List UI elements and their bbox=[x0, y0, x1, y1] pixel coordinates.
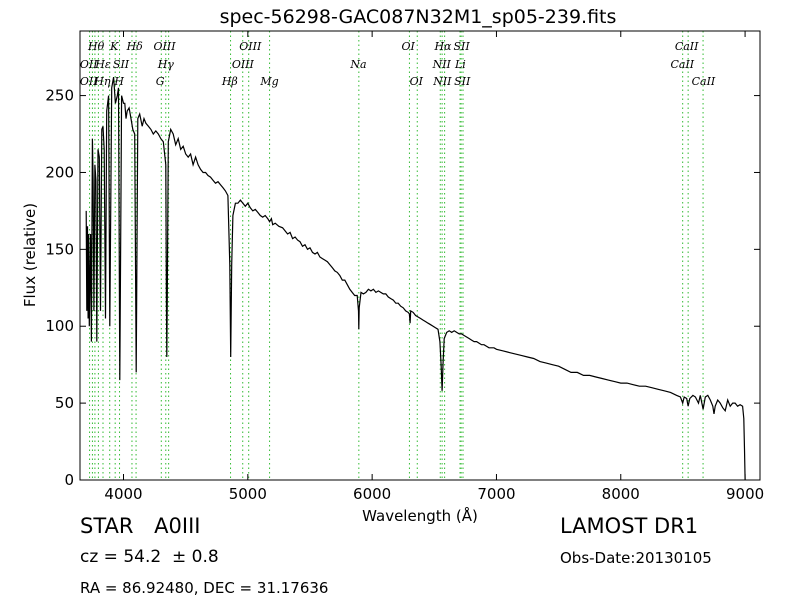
line-label: K bbox=[109, 40, 119, 53]
survey-label: LAMOST DR1 bbox=[560, 514, 699, 538]
line-label: Hθ bbox=[87, 40, 105, 53]
x-axis-ticks: 4000 5000 6000 7000 8000 9000 bbox=[104, 31, 764, 503]
line-label: OII bbox=[80, 75, 98, 88]
line-label: OII bbox=[80, 58, 98, 71]
line-label: Hβ bbox=[221, 75, 238, 88]
class-label: STAR bbox=[80, 514, 134, 538]
line-label: SII bbox=[454, 75, 471, 88]
x-tick-label: 4000 bbox=[104, 485, 142, 503]
x-axis-label: Wavelength (Å) bbox=[362, 506, 478, 525]
line-label: Na bbox=[349, 58, 366, 71]
y-tick-label: 250 bbox=[45, 87, 74, 105]
plot-frame bbox=[79, 30, 761, 481]
line-label: G bbox=[156, 75, 165, 88]
y-tick-label: 0 bbox=[64, 471, 74, 489]
line-label: CaII bbox=[692, 75, 716, 88]
chart-title: spec-56298-GAC087N32M1_sp05-239.fits bbox=[220, 6, 617, 28]
line-label: OI bbox=[402, 40, 416, 53]
line-label: Mg bbox=[259, 75, 278, 88]
spectrum-line bbox=[85, 76, 746, 481]
line-label: SII bbox=[113, 58, 130, 71]
line-label: NII bbox=[432, 58, 452, 71]
coordinates: RA = 86.92480, DEC = 31.17636 bbox=[80, 579, 329, 597]
obs-date: Obs-Date:20130105 bbox=[560, 549, 712, 567]
x-tick-label: 8000 bbox=[602, 485, 640, 503]
y-tick-label: 50 bbox=[55, 394, 74, 412]
x-tick-label: 5000 bbox=[229, 485, 267, 503]
line-label: CaII bbox=[675, 40, 699, 53]
line-label: Hη bbox=[93, 75, 111, 88]
line-label: Li bbox=[454, 58, 466, 71]
subclass-label: A0III bbox=[154, 514, 201, 538]
redshift-text: cz = 54.2 ± 0.8 bbox=[80, 547, 219, 567]
y-axis-ticks: 0 50 100 150 200 250 bbox=[45, 87, 760, 489]
y-tick-label: 150 bbox=[45, 240, 74, 258]
x-tick-label: 7000 bbox=[477, 485, 515, 503]
x-tick-label: 6000 bbox=[353, 485, 391, 503]
line-label: CaII bbox=[670, 58, 694, 71]
y-tick-label: 100 bbox=[45, 317, 74, 335]
line-label: OI bbox=[410, 75, 424, 88]
object-class: STAR A0III bbox=[80, 514, 200, 538]
line-label: SII bbox=[454, 40, 471, 53]
line-label: OIII bbox=[154, 40, 177, 53]
spectral-line-markers bbox=[89, 31, 704, 480]
x-tick-label: 9000 bbox=[726, 485, 764, 503]
y-axis-label: Flux (relative) bbox=[21, 203, 39, 307]
line-label: Hδ bbox=[126, 40, 144, 53]
y-tick-label: 200 bbox=[45, 163, 74, 181]
line-label: OIII bbox=[239, 40, 262, 53]
line-label: Hα bbox=[433, 40, 452, 53]
line-label: Hγ bbox=[157, 58, 175, 71]
line-label: NII bbox=[432, 75, 452, 88]
line-label: Hε bbox=[94, 58, 111, 71]
line-label: OIII bbox=[232, 58, 255, 71]
line-label: H bbox=[113, 75, 124, 88]
